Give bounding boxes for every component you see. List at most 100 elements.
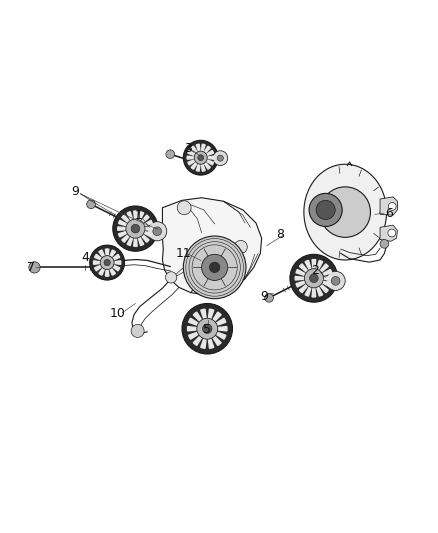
Polygon shape: [196, 164, 200, 171]
Circle shape: [87, 200, 95, 208]
Circle shape: [331, 277, 340, 285]
Polygon shape: [141, 235, 149, 243]
Circle shape: [194, 151, 207, 164]
Circle shape: [104, 260, 110, 266]
Polygon shape: [206, 160, 214, 165]
Circle shape: [198, 155, 204, 160]
Polygon shape: [305, 261, 311, 270]
Polygon shape: [138, 237, 144, 246]
Circle shape: [217, 155, 223, 161]
Polygon shape: [189, 318, 198, 325]
Circle shape: [90, 245, 124, 280]
Circle shape: [316, 200, 335, 220]
Polygon shape: [213, 336, 221, 345]
Circle shape: [290, 254, 338, 302]
Polygon shape: [110, 268, 116, 275]
Circle shape: [131, 224, 140, 233]
Polygon shape: [312, 260, 316, 269]
Polygon shape: [99, 268, 105, 275]
Circle shape: [177, 201, 191, 215]
Circle shape: [29, 262, 40, 273]
Polygon shape: [295, 277, 304, 280]
Polygon shape: [204, 146, 210, 153]
Polygon shape: [380, 225, 397, 241]
Polygon shape: [317, 287, 323, 296]
Circle shape: [326, 271, 345, 290]
Polygon shape: [188, 160, 195, 165]
Polygon shape: [191, 163, 197, 169]
Polygon shape: [119, 231, 127, 237]
Polygon shape: [216, 318, 226, 325]
Polygon shape: [300, 264, 308, 272]
Polygon shape: [296, 281, 305, 287]
Circle shape: [100, 256, 114, 270]
Polygon shape: [113, 265, 120, 271]
Polygon shape: [320, 284, 328, 293]
Polygon shape: [122, 235, 129, 243]
Polygon shape: [114, 261, 121, 264]
Polygon shape: [106, 249, 109, 256]
Polygon shape: [188, 150, 195, 156]
Polygon shape: [138, 212, 144, 220]
Circle shape: [153, 227, 162, 236]
Text: 11: 11: [176, 246, 191, 260]
Polygon shape: [208, 309, 214, 319]
Text: 9: 9: [260, 289, 268, 303]
Text: 1: 1: [134, 209, 142, 222]
Polygon shape: [99, 250, 105, 257]
Circle shape: [131, 325, 144, 337]
Polygon shape: [300, 284, 308, 293]
Polygon shape: [113, 254, 120, 260]
Circle shape: [201, 254, 228, 280]
Text: 2: 2: [311, 264, 319, 277]
Circle shape: [184, 140, 218, 175]
Polygon shape: [201, 164, 205, 171]
Polygon shape: [193, 336, 201, 345]
Circle shape: [148, 222, 167, 241]
Circle shape: [202, 324, 212, 334]
Polygon shape: [122, 215, 129, 223]
Polygon shape: [317, 261, 323, 270]
Polygon shape: [127, 237, 133, 246]
Polygon shape: [322, 270, 332, 276]
Circle shape: [389, 203, 396, 211]
Polygon shape: [296, 270, 305, 276]
Circle shape: [310, 274, 318, 282]
Circle shape: [388, 229, 396, 237]
Polygon shape: [312, 288, 316, 297]
Text: 9: 9: [71, 185, 79, 198]
Polygon shape: [95, 265, 102, 271]
Polygon shape: [144, 231, 152, 237]
Polygon shape: [191, 146, 197, 153]
Polygon shape: [144, 220, 152, 226]
Polygon shape: [134, 211, 137, 219]
Circle shape: [304, 269, 323, 288]
Polygon shape: [106, 270, 109, 276]
Polygon shape: [213, 312, 221, 321]
Circle shape: [166, 150, 175, 158]
Circle shape: [113, 206, 158, 251]
Polygon shape: [187, 327, 197, 331]
Polygon shape: [95, 254, 102, 260]
Polygon shape: [193, 312, 201, 321]
Polygon shape: [201, 144, 205, 151]
Polygon shape: [206, 150, 214, 156]
Circle shape: [234, 240, 247, 254]
Text: 8: 8: [276, 228, 284, 241]
Circle shape: [209, 262, 220, 272]
Polygon shape: [322, 281, 332, 287]
Polygon shape: [145, 227, 153, 230]
Polygon shape: [162, 198, 261, 295]
Circle shape: [184, 236, 246, 298]
Polygon shape: [204, 163, 210, 169]
Circle shape: [166, 272, 177, 283]
Polygon shape: [119, 220, 127, 226]
Text: 3: 3: [184, 142, 191, 155]
Polygon shape: [94, 261, 100, 264]
Ellipse shape: [304, 164, 387, 260]
Polygon shape: [201, 338, 206, 348]
Circle shape: [320, 187, 371, 237]
Polygon shape: [141, 215, 149, 223]
Polygon shape: [196, 144, 200, 151]
Polygon shape: [127, 212, 133, 220]
